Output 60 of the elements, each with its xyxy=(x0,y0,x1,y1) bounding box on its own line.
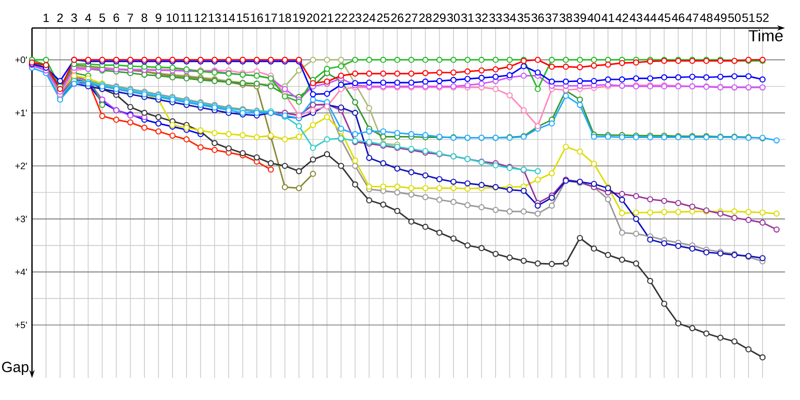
x-tick-label: 24 xyxy=(363,14,376,22)
x-tick-label: 35 xyxy=(517,13,530,22)
x-tick-label: 36 xyxy=(532,13,544,22)
x-tick-label: 7 xyxy=(128,14,134,22)
x-tick-label: 15 xyxy=(236,14,249,22)
x-tick-label: 14 xyxy=(222,14,235,22)
x-tick-label: 16 xyxy=(251,13,263,22)
x-tick-label: 30 xyxy=(447,13,460,22)
x-tick-label: 8 xyxy=(142,13,148,22)
x-tick-label: 43 xyxy=(630,13,642,22)
x-tick-label: 49 xyxy=(714,13,726,22)
x-tick-label: 23 xyxy=(349,13,362,22)
x-tick-label: 3 xyxy=(71,13,77,22)
x-tick-label: 11 xyxy=(181,14,192,22)
x-tick-label: 28 xyxy=(419,13,432,22)
x-tick-label: 39 xyxy=(574,13,586,22)
x-tick-label: 32 xyxy=(475,13,488,22)
x-tick-label: 52 xyxy=(756,13,769,22)
x-tick-label: 19 xyxy=(293,13,306,22)
x-tick-label: 48 xyxy=(700,13,712,22)
x-tick-label: 46 xyxy=(672,13,684,22)
x-tick-label: 22 xyxy=(335,14,348,22)
x-tick-label: 18 xyxy=(279,13,292,22)
y-axis-title: Gap xyxy=(2,362,28,376)
x-tick-label: 41 xyxy=(602,14,614,22)
x-tick-label: 31 xyxy=(461,13,474,22)
x-axis-title: Time xyxy=(748,30,783,42)
x-tick-label: 12 xyxy=(194,14,207,22)
x-tick-label: 33 xyxy=(489,13,502,22)
x-tick-label: 6 xyxy=(114,13,120,22)
x-tick-label: 40 xyxy=(588,13,600,22)
x-tick-label: 42 xyxy=(616,14,628,22)
x-tick-label: 25 xyxy=(377,13,390,22)
x-tick-label: 10 xyxy=(166,13,179,22)
x-tick-label: 17 xyxy=(265,14,277,22)
x-tick-label: 1 xyxy=(44,14,49,22)
x-tick-label: 2 xyxy=(57,14,63,22)
x-tick-label: 21 xyxy=(320,14,334,22)
x-tick-label: 9 xyxy=(156,13,162,22)
y-tick-label: +0' xyxy=(15,56,27,64)
x-tick-label: 50 xyxy=(728,13,741,22)
y-tick-label: +3' xyxy=(15,216,27,222)
y-tick-label: +1' xyxy=(15,110,27,116)
y-tick-label: +5' xyxy=(15,322,27,328)
x-tick-label: 51 xyxy=(742,14,755,22)
x-tick-label: 34 xyxy=(503,13,516,22)
x-tick-label: 44 xyxy=(644,14,656,22)
x-tick-label: 29 xyxy=(433,13,446,22)
y-tick-label: +2' xyxy=(15,162,27,170)
x-tick-label: 38 xyxy=(560,13,572,22)
x-tick-label: 26 xyxy=(391,13,404,22)
x-tick-label: 20 xyxy=(306,13,320,22)
x-tick-label: 37 xyxy=(546,13,558,22)
x-tick-label: 27 xyxy=(405,14,418,22)
x-tick-label: 5 xyxy=(99,14,106,22)
x-tick-label: 13 xyxy=(208,13,221,22)
x-tick-label: 45 xyxy=(658,14,670,22)
x-tick-label: 4 xyxy=(85,14,92,22)
y-tick-label: +4' xyxy=(15,268,27,276)
x-tick-label: 47 xyxy=(686,14,698,22)
